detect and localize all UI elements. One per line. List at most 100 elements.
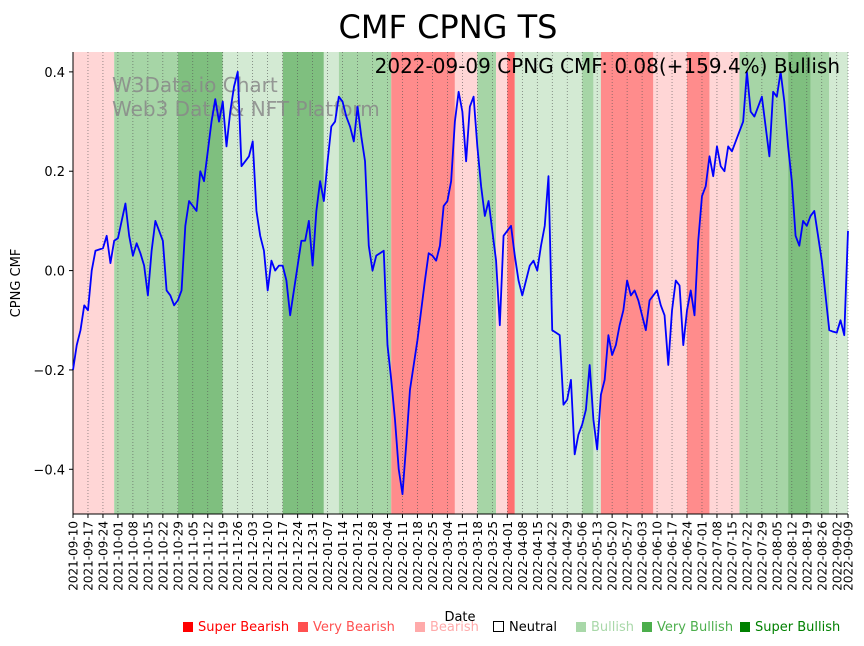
x-tick-label-14: 2021-12-17 bbox=[276, 521, 290, 591]
x-tick-label-42: 2022-07-01 bbox=[695, 521, 709, 591]
x-tick-label-21: 2022-02-04 bbox=[381, 521, 395, 591]
x-tick-label-29: 2022-04-01 bbox=[501, 521, 515, 591]
y-axis-label: CPNG CMF bbox=[9, 249, 24, 318]
axes bbox=[72, 52, 848, 515]
legend-label-2: Bearish bbox=[430, 620, 479, 635]
x-tick-label-20: 2022-01-28 bbox=[366, 521, 380, 591]
legend-swatch-1 bbox=[298, 622, 308, 632]
sentiment-band-5 bbox=[323, 52, 339, 514]
latest-value-annotation: 2022-09-09 CPNG CMF: 0.08(+159.4%) Bulli… bbox=[375, 54, 840, 78]
sentiment-band-0 bbox=[73, 52, 115, 514]
x-tick-label-31: 2022-04-15 bbox=[531, 521, 545, 591]
legend-label-3: Neutral bbox=[509, 620, 557, 635]
legend-item-3: Neutral bbox=[493, 620, 557, 635]
x-tick-label-0: 2021-09-10 bbox=[67, 521, 81, 591]
x-tick-label-30: 2022-04-08 bbox=[516, 521, 530, 591]
x-tick-label-47: 2022-08-05 bbox=[770, 521, 784, 591]
x-tick-label-17: 2022-01-07 bbox=[321, 521, 335, 591]
legend-swatch-6 bbox=[740, 622, 750, 632]
x-tick-label-5: 2021-10-15 bbox=[141, 521, 155, 591]
sentiment-band-7 bbox=[391, 52, 455, 514]
sentiment-band-13 bbox=[582, 52, 594, 514]
x-tick-label-40: 2022-06-17 bbox=[666, 521, 680, 591]
x-tick-label-9: 2021-11-12 bbox=[201, 521, 215, 591]
y-tick-label-1: 0.2 bbox=[44, 165, 65, 180]
x-tick-label-41: 2022-06-24 bbox=[681, 521, 695, 591]
x-tick-label-51: 2022-09-02 bbox=[830, 521, 844, 591]
x-tick-label-48: 2022-08-12 bbox=[785, 521, 799, 591]
x-tick-label-39: 2022-06-10 bbox=[651, 521, 665, 591]
sentiment-band-6 bbox=[338, 52, 392, 514]
sentiment-band-9 bbox=[477, 52, 497, 514]
legend-label-6: Super Bullish bbox=[755, 620, 841, 635]
x-tick-label-6: 2021-10-22 bbox=[156, 521, 170, 591]
x-tick-label-4: 2021-10-08 bbox=[126, 521, 140, 591]
x-tick-label-43: 2022-07-08 bbox=[710, 521, 724, 591]
watermark-line-2: Web3 Data & NFT Platform bbox=[112, 97, 380, 121]
legend-swatch-3 bbox=[493, 621, 504, 632]
legend-swatch-0 bbox=[183, 622, 193, 632]
x-tick-label-24: 2022-02-25 bbox=[426, 521, 440, 591]
x-tick-label-13: 2021-12-10 bbox=[261, 521, 275, 591]
x-tick-label-36: 2022-05-20 bbox=[606, 521, 620, 591]
x-tick-label-1: 2021-09-17 bbox=[81, 521, 95, 591]
legend-item-0: Super Bearish bbox=[183, 620, 289, 635]
legend: Super Bearish Very Bearish Bearish Neutral B… bbox=[0, 620, 864, 640]
x-tick-label-15: 2021-12-24 bbox=[291, 521, 305, 591]
sentiment-band-16 bbox=[653, 52, 673, 514]
legend-item-5: Very Bullish bbox=[642, 620, 733, 635]
x-tick-label-50: 2022-08-26 bbox=[815, 521, 829, 591]
y-tick-label-3: −0.2 bbox=[33, 364, 65, 379]
cmf-series-line-0 bbox=[72, 70, 849, 496]
sentiment-band-17 bbox=[672, 52, 688, 514]
legend-item-6: Super Bullish bbox=[740, 620, 840, 635]
legend-item-2: Bearish bbox=[415, 620, 479, 635]
x-tick-label-12: 2021-12-03 bbox=[246, 521, 260, 591]
x-axis-ticks: 2021-09-10 2021-09-17 2021-09-24 2021-10-01… bbox=[67, 514, 856, 591]
legend-label-1: Very Bearish bbox=[313, 620, 395, 635]
y-axis-ticks: 0.4 0.2 0.0 −0.2 −0.4 bbox=[33, 66, 73, 478]
x-tick-label-28: 2022-03-25 bbox=[486, 521, 500, 591]
legend-swatch-4 bbox=[576, 622, 586, 632]
y-tick-label-0: 0.4 bbox=[44, 66, 65, 81]
x-tick-label-32: 2022-04-22 bbox=[546, 521, 560, 591]
x-tick-label-18: 2022-01-14 bbox=[336, 521, 350, 591]
legend-label-5: Very Bullish bbox=[657, 620, 734, 635]
legend-label-0: Super Bearish bbox=[198, 620, 290, 635]
x-tick-label-8: 2021-11-05 bbox=[186, 521, 200, 591]
x-tick-label-35: 2022-05-13 bbox=[591, 521, 605, 591]
sentiment-band-4 bbox=[282, 52, 324, 514]
sentiment-band-11 bbox=[507, 52, 515, 514]
x-tick-label-22: 2022-02-11 bbox=[396, 521, 410, 591]
legend-swatch-5 bbox=[642, 622, 652, 632]
x-tick-label-7: 2021-10-29 bbox=[171, 521, 185, 591]
x-tick-label-52: 2022-09-09 bbox=[842, 521, 856, 591]
x-tick-label-37: 2022-05-27 bbox=[621, 521, 635, 591]
x-tick-label-49: 2022-08-19 bbox=[800, 521, 814, 591]
x-tick-label-23: 2022-02-18 bbox=[411, 521, 425, 591]
x-axis-label: Date bbox=[444, 610, 475, 625]
legend-item-4: Bullish bbox=[576, 620, 634, 635]
x-tick-label-33: 2022-04-29 bbox=[561, 521, 575, 591]
x-tick-label-3: 2021-10-01 bbox=[111, 521, 125, 591]
sentiment-band-21 bbox=[788, 52, 811, 514]
x-tick-label-19: 2022-01-21 bbox=[351, 521, 365, 591]
y-tick-label-2: 0.0 bbox=[44, 265, 65, 280]
legend-label-4: Bullish bbox=[591, 620, 635, 635]
sentiment-band-20 bbox=[739, 52, 789, 514]
x-tick-label-27: 2022-03-18 bbox=[471, 521, 485, 591]
x-tick-label-11: 2021-11-26 bbox=[231, 521, 245, 591]
sentiment-band-8 bbox=[454, 52, 478, 514]
vertical-gridlines bbox=[72, 52, 849, 514]
watermark-line-1: W3Data.io Chart bbox=[112, 73, 278, 97]
x-tick-label-10: 2021-11-19 bbox=[216, 521, 230, 591]
x-tick-label-38: 2022-06-03 bbox=[636, 521, 650, 591]
chart-title: CMF CPNG TS bbox=[339, 8, 558, 46]
cmf-line-layer bbox=[72, 70, 849, 496]
sentiment-band-2 bbox=[177, 52, 223, 514]
sentiment-band-18 bbox=[687, 52, 710, 514]
x-tick-label-26: 2022-03-11 bbox=[456, 521, 470, 591]
x-tick-label-34: 2022-05-06 bbox=[576, 521, 590, 591]
x-tick-label-46: 2022-07-29 bbox=[755, 521, 769, 591]
